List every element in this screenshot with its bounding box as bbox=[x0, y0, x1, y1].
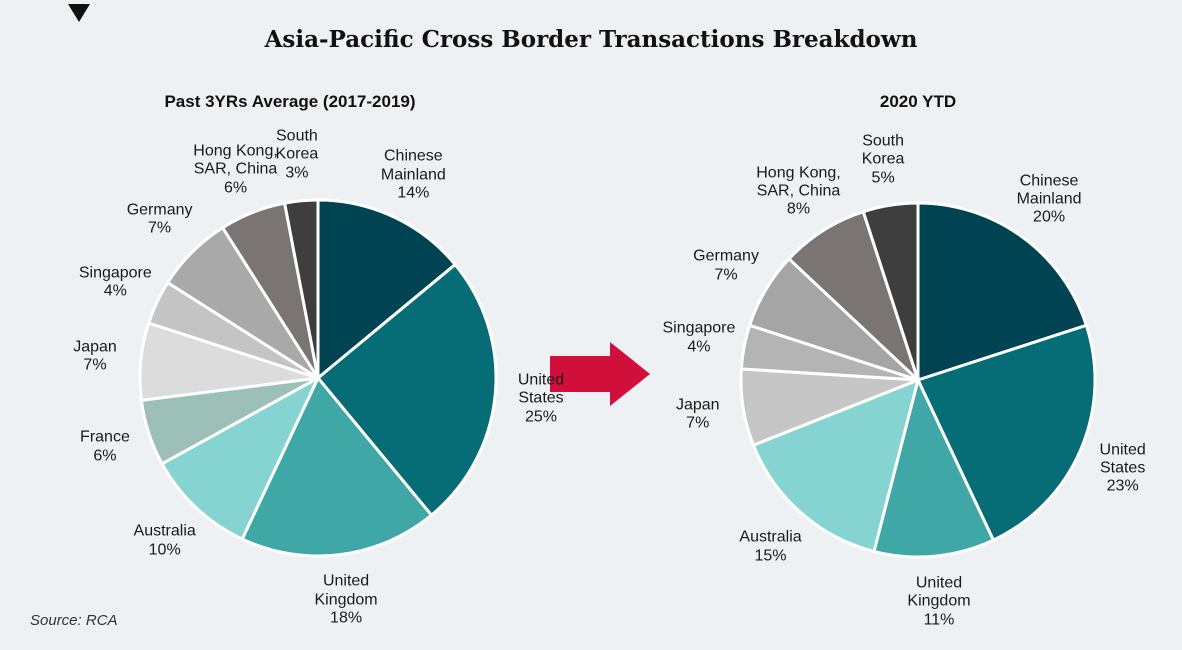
category-label: Hong Kong, SAR, China bbox=[193, 142, 278, 178]
slice-label: South Korea 5% bbox=[862, 132, 905, 187]
slice-label: United States 25% bbox=[518, 371, 564, 426]
slice-label: Australia 15% bbox=[739, 529, 801, 566]
pie-slice bbox=[240, 375, 434, 558]
slice-label: Chinese Mainland 20% bbox=[1017, 172, 1082, 227]
category-label: Japan bbox=[73, 338, 117, 356]
value-label: 8% bbox=[786, 200, 811, 218]
category-label: United Kingdom bbox=[907, 574, 971, 610]
category-label: Germany bbox=[126, 201, 193, 219]
slice-label: United Kingdom 18% bbox=[314, 573, 377, 628]
category-label: United States bbox=[517, 371, 565, 407]
pie-slice bbox=[872, 375, 996, 559]
slice-label: Australia 10% bbox=[134, 523, 196, 560]
value-label: 4% bbox=[687, 338, 711, 356]
category-label: South Korea bbox=[861, 132, 905, 168]
value-label: 7% bbox=[83, 356, 107, 374]
pie-slice bbox=[916, 201, 1089, 383]
value-label: 4% bbox=[103, 282, 127, 300]
slice-label: Chinese Mainland 14% bbox=[381, 148, 446, 203]
pie-title: Past 3YRs Average (2017-2019) bbox=[164, 92, 416, 111]
value-label: 5% bbox=[871, 168, 895, 186]
category-label: Australia bbox=[133, 522, 196, 540]
category-label: South Korea bbox=[275, 127, 319, 163]
category-label: Chinese Mainland bbox=[380, 147, 446, 184]
value-label: 15% bbox=[754, 547, 787, 565]
value-label: 7% bbox=[686, 414, 710, 432]
value-label: 7% bbox=[148, 219, 172, 237]
value-label: 6% bbox=[93, 447, 117, 465]
slice-label: Singapore 4% bbox=[79, 264, 152, 301]
slice-label: Singapore 4% bbox=[662, 320, 735, 357]
value-label: 6% bbox=[223, 178, 248, 196]
pie-slice bbox=[861, 201, 920, 381]
pie-title: 2020 YTD bbox=[879, 92, 957, 111]
pie-slice bbox=[316, 198, 458, 382]
slice-label: United Kingdom 11% bbox=[907, 574, 970, 629]
slice-label: United States 23% bbox=[1100, 441, 1146, 496]
value-label: 25% bbox=[524, 408, 558, 426]
category-label: Hong Kong, SAR, China bbox=[756, 164, 841, 200]
marker bbox=[68, 4, 90, 22]
arrow bbox=[550, 342, 650, 406]
slice-label: Hong Kong, SAR, China 6% bbox=[193, 142, 278, 197]
category-label: Japan bbox=[675, 396, 720, 414]
value-label: 11% bbox=[923, 611, 955, 629]
category-label: France bbox=[80, 428, 130, 446]
pie-slice bbox=[159, 374, 322, 542]
category-label: Singapore bbox=[662, 319, 736, 337]
value-label: 7% bbox=[714, 266, 738, 284]
category-label: United States bbox=[1099, 440, 1146, 477]
pie-slice bbox=[282, 198, 320, 379]
pie-slice bbox=[315, 262, 498, 518]
slice-label: Germany 7% bbox=[127, 201, 193, 238]
pie-slice bbox=[786, 209, 920, 382]
value-label: 20% bbox=[1033, 208, 1066, 226]
pie-slice bbox=[915, 323, 1097, 543]
value-label: 3% bbox=[285, 164, 309, 182]
slice-label: Japan 7% bbox=[73, 339, 117, 376]
value-label: 14% bbox=[397, 184, 430, 202]
pie-slice bbox=[751, 377, 921, 554]
slice-label: Germany 7% bbox=[693, 248, 759, 285]
slice-label: South Korea 3% bbox=[276, 127, 319, 182]
source: Source: RCA bbox=[30, 612, 118, 629]
chart-title: Asia-Pacific Cross Border Transactions B… bbox=[264, 26, 918, 53]
slice-label: France 6% bbox=[80, 429, 130, 466]
slice-label: Hong Kong, SAR, China 8% bbox=[756, 164, 841, 219]
category-label: United Kingdom bbox=[314, 572, 378, 609]
value-label: 10% bbox=[148, 541, 181, 559]
category-label: Germany bbox=[693, 248, 759, 266]
category-label: Chinese Mainland bbox=[1016, 171, 1082, 208]
slice-label: Japan 7% bbox=[676, 396, 720, 433]
category-label: Australia bbox=[739, 528, 802, 546]
category-label: Singapore bbox=[78, 264, 152, 282]
value-label: 18% bbox=[330, 609, 363, 627]
value-label: 23% bbox=[1106, 477, 1139, 495]
